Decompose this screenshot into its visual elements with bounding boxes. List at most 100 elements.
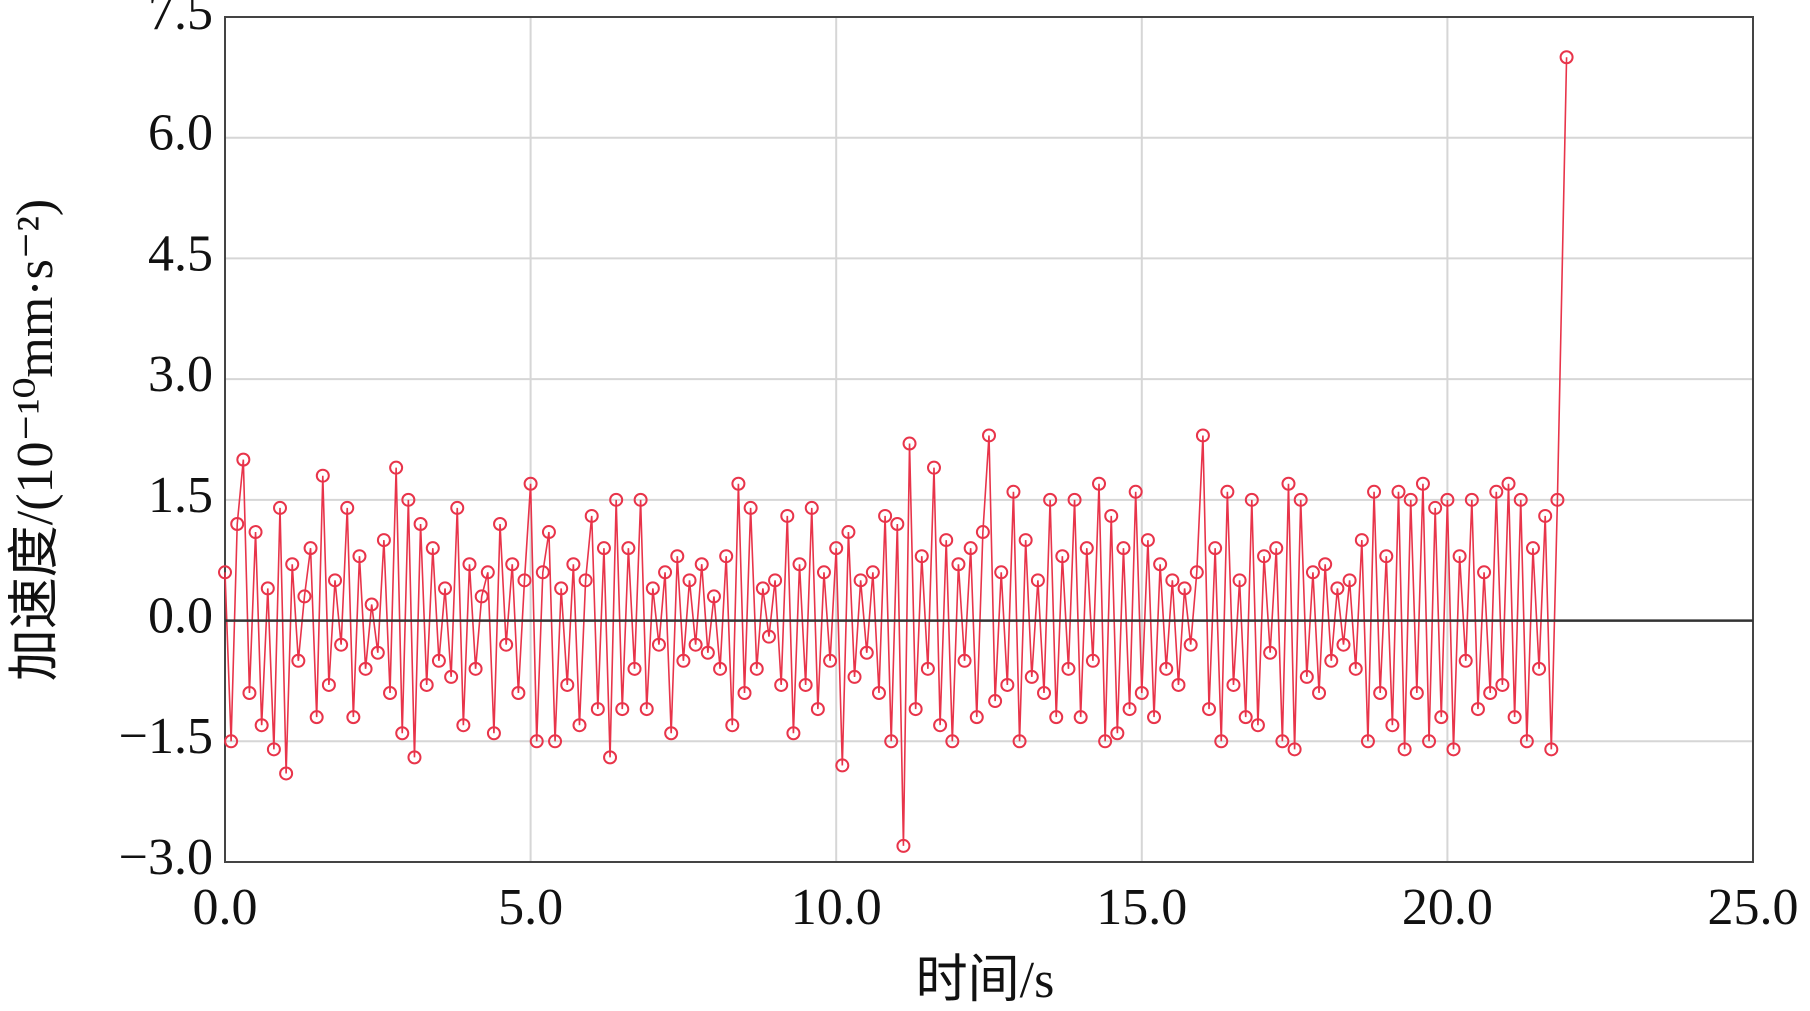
data-point	[1532, 661, 1547, 676]
data-point	[1226, 677, 1241, 692]
data-point	[1452, 549, 1467, 564]
data-point	[1495, 677, 1510, 692]
data-point	[1024, 669, 1039, 684]
data-point	[444, 669, 459, 684]
data-point	[260, 581, 275, 596]
data-point	[1275, 734, 1290, 749]
data-point	[1385, 718, 1400, 733]
data-point	[1183, 637, 1198, 652]
data-point	[370, 645, 385, 660]
data-point	[1208, 541, 1223, 556]
y-tick-label: −1.5	[119, 708, 213, 765]
plot-frame	[224, 16, 1754, 863]
data-point	[725, 718, 740, 733]
data-point	[1397, 742, 1412, 757]
data-point	[1305, 565, 1320, 580]
data-point	[1513, 492, 1528, 507]
data-point	[841, 525, 856, 540]
y-axis-label: 加速度/(10⁻¹⁰mm·s⁻²)	[7, 199, 64, 681]
data-point	[493, 517, 508, 531]
data-point	[425, 541, 440, 556]
data-point	[792, 557, 807, 572]
data-point	[700, 645, 715, 660]
data-point	[896, 838, 911, 853]
data-point	[615, 702, 630, 717]
data-point	[651, 637, 666, 652]
data-point	[603, 750, 618, 765]
data-point	[1367, 484, 1382, 499]
data-point	[1195, 428, 1210, 443]
data-point	[969, 710, 984, 725]
data-point	[1434, 710, 1449, 725]
data-point	[450, 500, 465, 515]
data-point	[266, 742, 281, 757]
data-point	[462, 557, 477, 572]
data-point	[315, 468, 330, 483]
data-point	[1140, 533, 1155, 548]
data-point	[1403, 492, 1418, 507]
x-tick-label: 25.0	[1708, 879, 1799, 936]
data-point	[468, 661, 483, 676]
data-point	[621, 541, 636, 556]
data-point	[688, 637, 703, 652]
data-point	[1348, 661, 1363, 676]
x-tick-label: 5.0	[498, 879, 563, 936]
data-point	[1318, 557, 1333, 572]
data-point	[609, 492, 624, 507]
data-point	[926, 460, 941, 475]
data-point	[297, 589, 312, 604]
data-point	[829, 541, 844, 556]
data-point	[835, 758, 850, 773]
data-point	[236, 452, 251, 467]
data-point	[1171, 677, 1186, 692]
data-point	[474, 589, 489, 604]
data-point	[1489, 484, 1504, 499]
data-point	[1043, 492, 1058, 507]
data-point	[988, 694, 1003, 709]
data-point	[859, 645, 874, 660]
data-point	[731, 476, 746, 491]
data-point	[413, 517, 428, 531]
data-point	[321, 677, 336, 692]
data-point	[1470, 702, 1485, 717]
x-axis-label: 时间/s	[916, 952, 1055, 1009]
data-point	[1257, 549, 1272, 564]
data-point	[774, 677, 789, 692]
data-point	[1104, 508, 1119, 523]
data-point	[584, 508, 599, 523]
data-point	[1538, 508, 1553, 523]
data-point	[395, 726, 410, 741]
data-point	[1422, 734, 1437, 749]
data-point	[780, 508, 795, 523]
data-point	[224, 734, 239, 749]
data-point	[383, 686, 398, 700]
data-point	[890, 517, 905, 531]
data-point	[1269, 541, 1284, 556]
data-point	[1000, 677, 1015, 692]
data-point	[1018, 533, 1033, 548]
data-point	[1061, 661, 1076, 676]
data-point	[248, 525, 263, 540]
x-tick-label: 20.0	[1402, 879, 1493, 936]
data-point	[1079, 541, 1094, 556]
data-point	[694, 557, 709, 572]
data-point	[1067, 492, 1082, 507]
data-point	[1507, 710, 1522, 725]
data-point	[1147, 710, 1162, 725]
data-point	[1263, 645, 1278, 660]
data-point	[1336, 637, 1351, 652]
data-point	[1415, 476, 1430, 491]
data-point	[1098, 734, 1113, 749]
y-tick-label: 6.0	[148, 105, 213, 162]
data-point	[309, 710, 324, 725]
data-point	[719, 549, 734, 564]
data-point	[639, 702, 654, 717]
data-point	[676, 653, 691, 668]
data-point	[1159, 661, 1174, 676]
data-point	[1354, 533, 1369, 548]
data-point	[517, 573, 532, 588]
data-point	[535, 565, 550, 580]
data-point	[303, 541, 318, 556]
data-point	[798, 677, 813, 692]
data-point	[1092, 476, 1107, 491]
